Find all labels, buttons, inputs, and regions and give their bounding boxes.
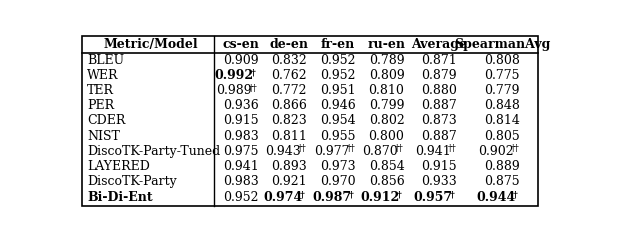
Text: 0.808: 0.808 [484,54,520,67]
Text: ††: †† [448,144,456,153]
Text: 0.779: 0.779 [484,84,520,97]
Text: 0.992: 0.992 [214,69,254,82]
Text: 0.811: 0.811 [271,130,307,143]
Text: 0.970: 0.970 [320,175,356,188]
Text: †: † [348,190,353,199]
Text: †: † [251,68,256,77]
Text: 0.902: 0.902 [478,145,513,158]
Text: 0.941: 0.941 [415,145,451,158]
Text: 0.799: 0.799 [369,99,404,112]
Text: 0.944: 0.944 [476,190,515,204]
Text: †: † [300,190,305,199]
Text: 0.933: 0.933 [422,175,457,188]
Text: 0.871: 0.871 [422,54,457,67]
Text: 0.915: 0.915 [223,114,259,127]
Text: 0.974: 0.974 [263,190,303,204]
Text: fr-en: fr-en [321,38,355,51]
Text: 0.814: 0.814 [484,114,520,127]
Text: Metric/Model: Metric/Model [104,38,198,51]
Text: 0.889: 0.889 [484,160,520,173]
Text: WER: WER [87,69,118,82]
Text: 0.983: 0.983 [223,130,259,143]
Text: 0.951: 0.951 [320,84,356,97]
Text: 0.955: 0.955 [320,130,356,143]
Text: †: † [397,190,402,199]
Text: 0.987: 0.987 [312,190,351,204]
Text: 0.856: 0.856 [369,175,404,188]
Text: 0.977: 0.977 [314,145,349,158]
Text: 0.809: 0.809 [369,69,404,82]
Text: Bi-Di-Ent: Bi-Di-Ent [87,190,152,204]
Text: †: † [450,190,454,199]
Text: 0.946: 0.946 [320,99,356,112]
Text: DiscoTK-Party: DiscoTK-Party [87,175,177,188]
Text: 0.870: 0.870 [362,145,398,158]
Text: 0.866: 0.866 [271,99,307,112]
Text: ††: †† [346,144,355,153]
Text: 0.989: 0.989 [216,84,252,97]
Text: ††: †† [298,144,307,153]
Text: 0.800: 0.800 [369,130,404,143]
Text: 0.952: 0.952 [223,190,259,204]
Text: BLEU: BLEU [87,54,124,67]
Text: ††: †† [511,144,520,153]
Text: †: † [513,190,517,199]
Text: 0.936: 0.936 [223,99,259,112]
Text: 0.823: 0.823 [271,114,307,127]
Text: 0.952: 0.952 [320,54,356,67]
Text: ††: †† [395,144,404,153]
Text: 0.983: 0.983 [223,175,259,188]
Text: 0.854: 0.854 [369,160,404,173]
Text: 0.848: 0.848 [484,99,520,112]
Text: CDER: CDER [87,114,125,127]
Bar [83,36,538,206]
Text: SpearmanAvg: SpearmanAvg [454,38,550,51]
Text: 0.772: 0.772 [271,84,307,97]
Text: DiscoTK-Party-Tuned: DiscoTK-Party-Tuned [87,145,220,158]
Text: 0.941: 0.941 [223,160,259,173]
Text: LAYERED: LAYERED [87,160,150,173]
Text: 0.789: 0.789 [369,54,404,67]
Text: 0.954: 0.954 [320,114,356,127]
Text: 0.880: 0.880 [421,84,458,97]
Text: 0.887: 0.887 [422,99,457,112]
Text: 0.875: 0.875 [484,175,520,188]
Text: 0.952: 0.952 [320,69,356,82]
Text: 0.975: 0.975 [223,145,259,158]
Text: 0.909: 0.909 [223,54,259,67]
Text: 0.810: 0.810 [369,84,404,97]
Text: 0.873: 0.873 [422,114,457,127]
Text: 0.943: 0.943 [265,145,301,158]
Text: 0.762: 0.762 [271,69,307,82]
Text: Average: Average [412,38,467,51]
Text: de-en: de-en [270,38,309,51]
Text: 0.957: 0.957 [413,190,452,204]
Text: NIST: NIST [87,130,120,143]
Text: cs-en: cs-en [222,38,259,51]
Text: 0.887: 0.887 [422,130,457,143]
Text: 0.915: 0.915 [422,160,457,173]
Text: 0.832: 0.832 [271,54,307,67]
Text: 0.921: 0.921 [271,175,307,188]
Text: 0.893: 0.893 [271,160,307,173]
Text: 0.775: 0.775 [484,69,520,82]
Text: 0.805: 0.805 [484,130,520,143]
Text: 0.879: 0.879 [422,69,457,82]
Text: 0.802: 0.802 [369,114,404,127]
Text: ru-en: ru-en [367,38,406,51]
Text: ††: †† [249,83,258,93]
Text: PER: PER [87,99,114,112]
Text: TER: TER [87,84,114,97]
Text: 0.973: 0.973 [320,160,356,173]
Text: 0.912: 0.912 [360,190,400,204]
